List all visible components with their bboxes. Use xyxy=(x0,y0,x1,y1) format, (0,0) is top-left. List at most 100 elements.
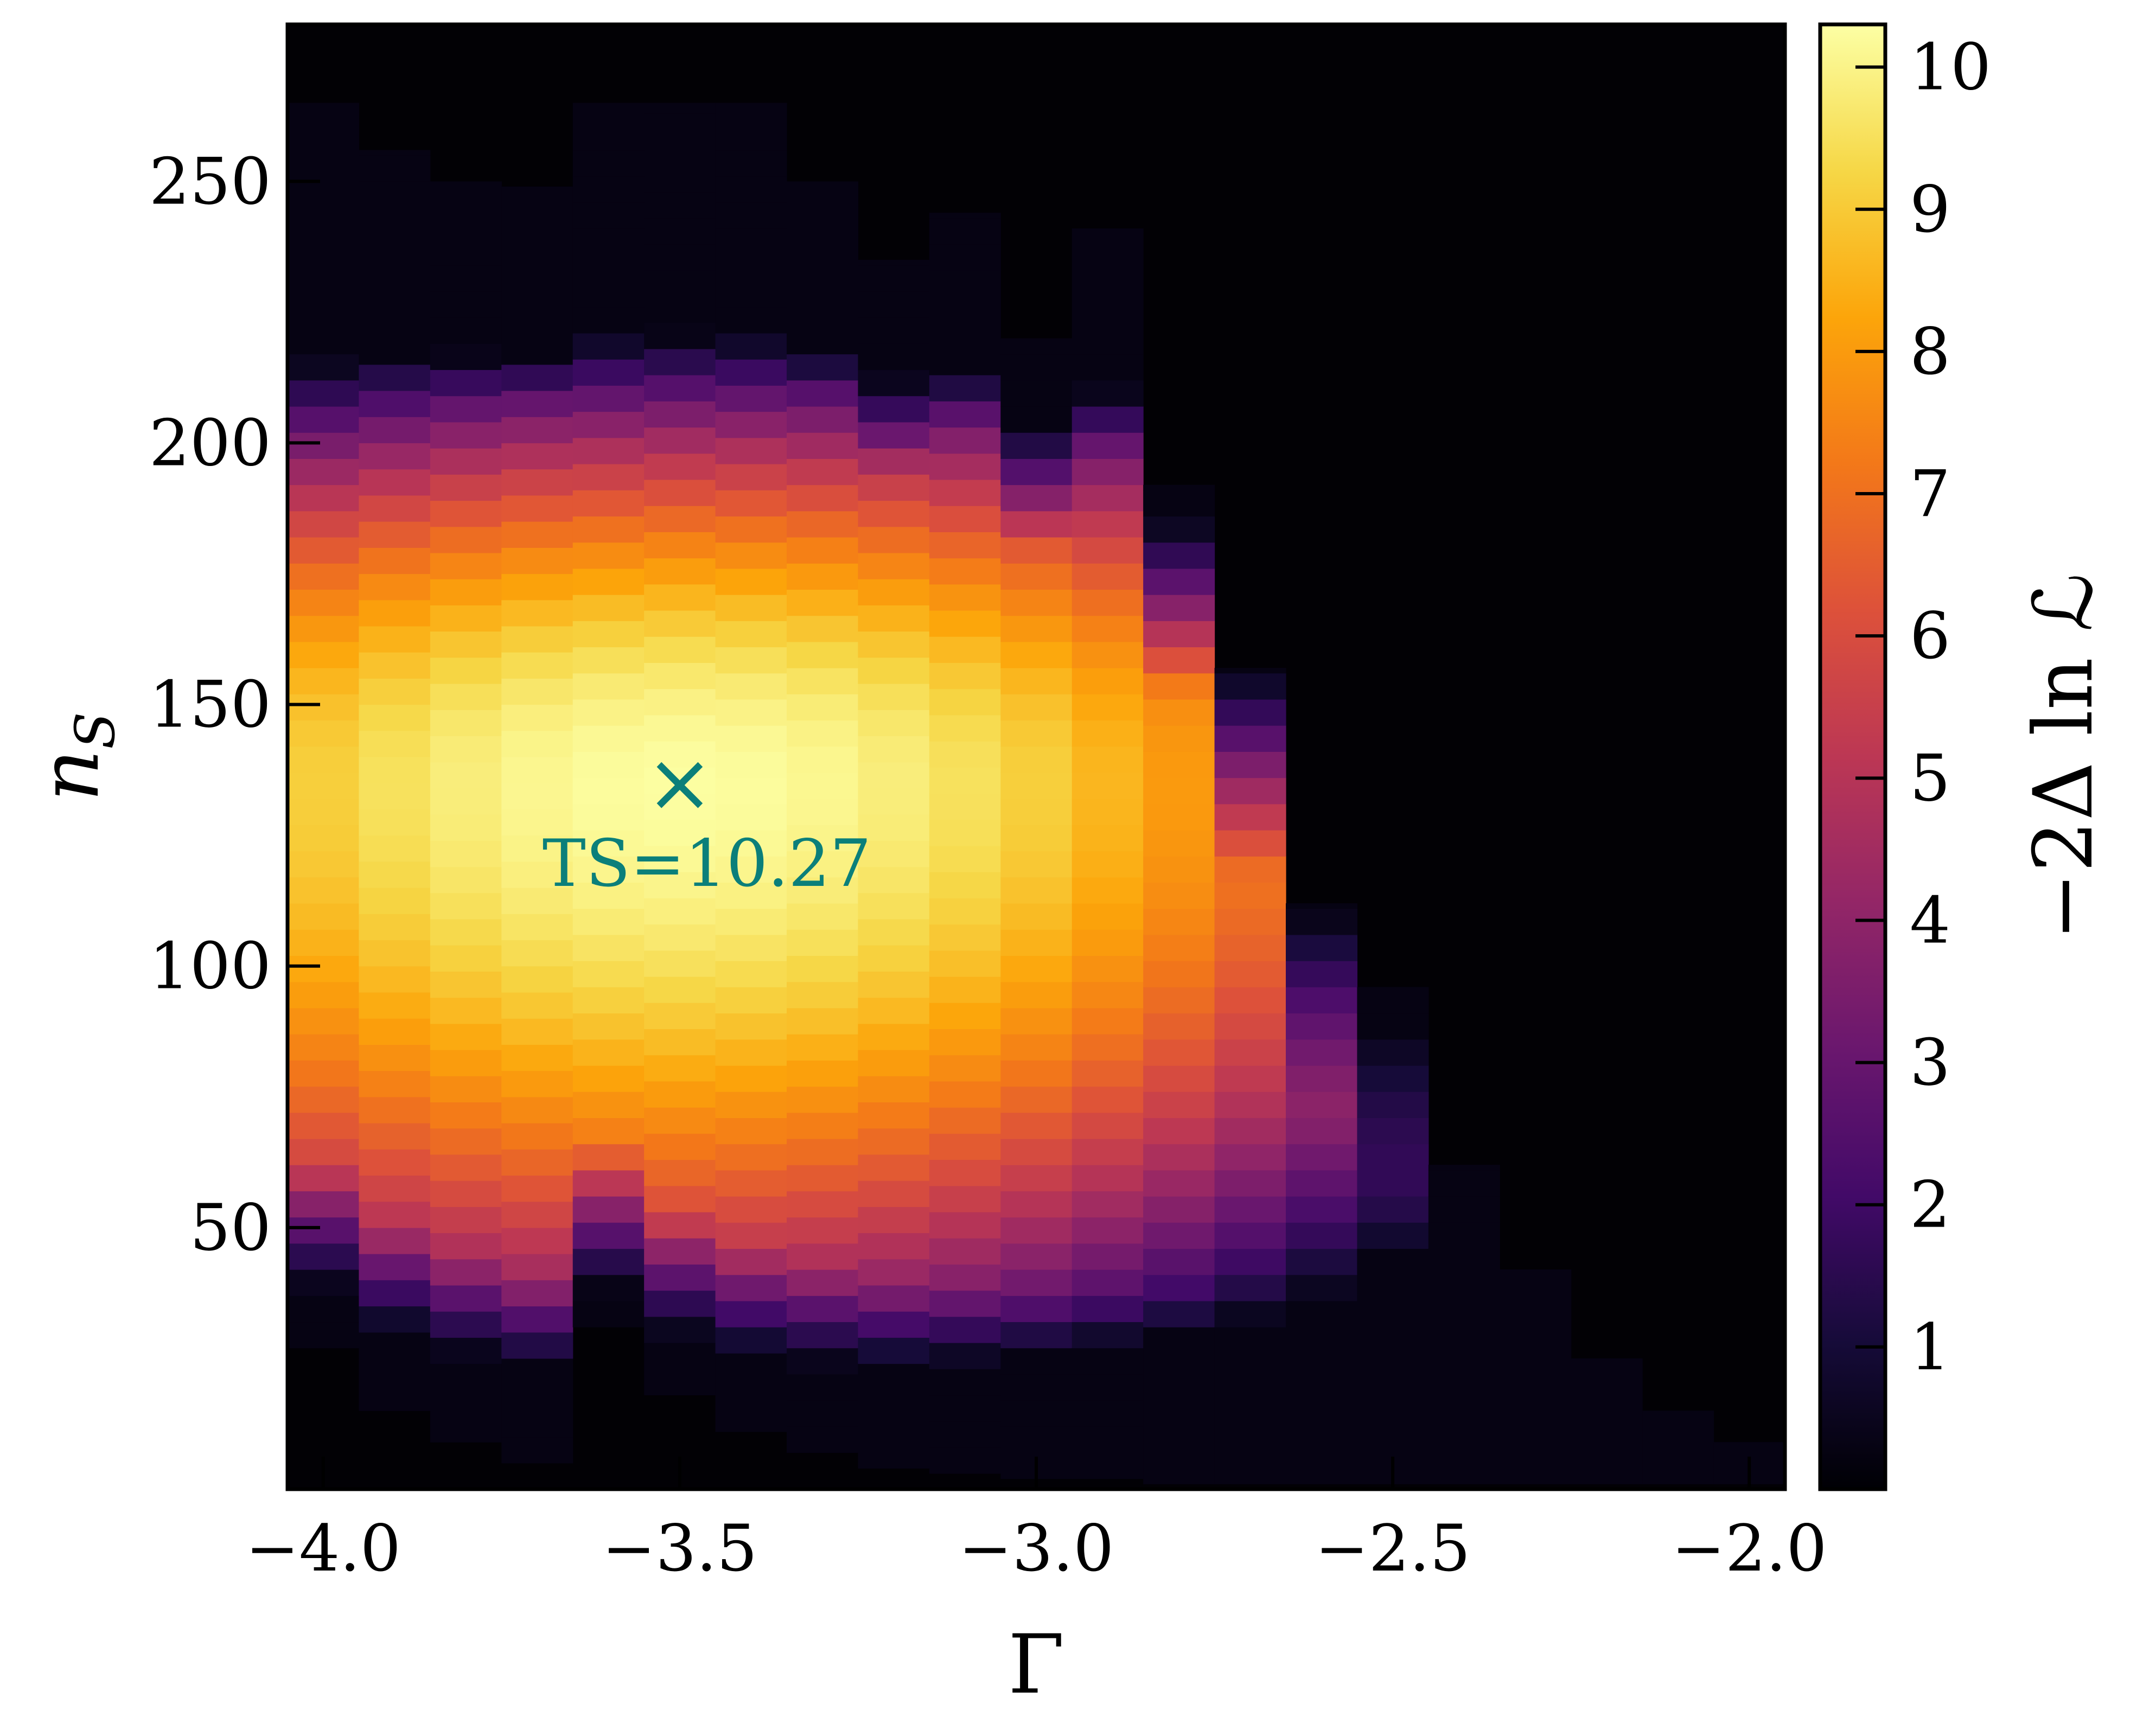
heatmap-cell xyxy=(572,411,645,438)
heatmap-cell xyxy=(359,495,431,522)
heatmap-cell xyxy=(1357,987,1429,1014)
heatmap-cell xyxy=(715,961,787,987)
heatmap-cell xyxy=(1214,803,1286,831)
heatmap-cell xyxy=(715,934,787,961)
heatmap-cell xyxy=(715,542,787,569)
heatmap-cell xyxy=(572,777,645,805)
heatmap-cell xyxy=(715,1144,787,1171)
heatmap-cell xyxy=(787,1007,859,1035)
heatmap-cell xyxy=(929,898,1001,925)
heatmap-cell xyxy=(430,317,502,344)
heatmap-cells xyxy=(288,103,1785,1484)
heatmap-cell xyxy=(359,835,431,862)
heatmap-cell xyxy=(572,516,645,543)
heatmap-cell xyxy=(1214,1196,1286,1223)
heatmap-cell xyxy=(359,1280,431,1307)
heatmap-cell xyxy=(1143,621,1215,648)
heatmap-cell xyxy=(501,259,573,286)
heatmap-cell xyxy=(787,1348,859,1375)
heatmap-cell xyxy=(1143,1458,1215,1484)
heatmap-cell xyxy=(858,369,930,397)
heatmap-cell xyxy=(929,1238,1001,1265)
heatmap-cell xyxy=(929,532,1001,559)
heatmap-cell xyxy=(359,364,431,391)
heatmap-cell xyxy=(359,704,431,731)
heatmap-cell xyxy=(1286,1170,1358,1197)
heatmap-cell xyxy=(572,228,645,255)
heatmap-cell xyxy=(572,385,645,412)
heatmap-cell xyxy=(430,1311,502,1338)
heatmap-cell xyxy=(715,882,787,909)
heatmap-cell xyxy=(1143,1274,1215,1301)
heatmap-cell xyxy=(1428,1327,1500,1354)
heatmap-cell xyxy=(430,186,502,213)
heatmap-cell xyxy=(1072,1269,1144,1296)
heatmap-cell xyxy=(929,296,1001,323)
heatmap-cell xyxy=(787,799,859,825)
heatmap-cell xyxy=(288,1217,360,1244)
heatmap-cell xyxy=(644,1133,716,1160)
heatmap-cell xyxy=(501,1410,573,1438)
heatmap-cell xyxy=(1214,1300,1286,1327)
heatmap-cell xyxy=(715,908,787,935)
heatmap-cell xyxy=(1000,694,1073,721)
heatmap-cell xyxy=(787,223,859,250)
y-tick-label: 100 xyxy=(149,929,271,1004)
heatmap-cell xyxy=(644,767,716,794)
heatmap-cell xyxy=(1000,432,1073,459)
heatmap-cell xyxy=(1214,1353,1286,1380)
heatmap-cell xyxy=(430,1180,502,1207)
heatmap-cell xyxy=(715,280,787,308)
heatmap-cell xyxy=(644,741,716,768)
heatmap-cell xyxy=(288,171,360,197)
heatmap-cell xyxy=(929,1343,1001,1369)
heatmap-cell xyxy=(1072,720,1144,747)
heatmap-cell xyxy=(288,589,360,616)
heatmap-cell xyxy=(430,552,502,579)
heatmap-cell xyxy=(1072,825,1144,852)
heatmap-cell xyxy=(1143,1013,1215,1040)
heatmap-cell xyxy=(715,103,787,124)
heatmap-cell xyxy=(288,458,360,486)
heatmap-cell xyxy=(858,1442,930,1469)
heatmap-cell xyxy=(1000,1322,1073,1349)
heatmap-cell xyxy=(1143,484,1215,490)
heatmap-cell xyxy=(858,579,930,605)
heatmap-cell xyxy=(787,380,859,407)
heatmap-cell xyxy=(1214,1327,1286,1354)
heatmap-cell xyxy=(359,1123,431,1150)
heatmap-cell xyxy=(1357,1300,1429,1327)
heatmap-cell xyxy=(430,1128,502,1155)
heatmap-cell xyxy=(644,1029,716,1056)
heatmap-cell xyxy=(1286,961,1358,987)
heatmap-cell xyxy=(501,495,573,522)
heatmap-cell xyxy=(644,348,716,375)
heatmap-cell xyxy=(430,1076,502,1103)
heatmap-cell xyxy=(929,506,1001,532)
heatmap-cell xyxy=(715,1274,787,1301)
heatmap-cell xyxy=(501,521,573,548)
heatmap-cell xyxy=(501,1070,573,1097)
heatmap-cell xyxy=(288,1138,360,1165)
heatmap-cell xyxy=(715,803,787,831)
heatmap-cell xyxy=(288,380,360,407)
heatmap-cell xyxy=(572,254,645,282)
heatmap-cell xyxy=(1000,903,1073,930)
heatmap-cell xyxy=(1072,1217,1144,1244)
heatmap-cell xyxy=(1214,777,1286,805)
heatmap-cell xyxy=(1072,1374,1144,1401)
heatmap-cell xyxy=(1286,987,1358,1014)
heatmap-cell xyxy=(715,307,787,334)
heatmap-cell xyxy=(715,1065,787,1092)
heatmap-cell xyxy=(1286,1065,1358,1092)
heatmap-cell xyxy=(1000,1086,1073,1113)
heatmap-cell xyxy=(644,113,716,140)
heatmap-cell xyxy=(430,291,502,318)
heatmap-cell xyxy=(1500,1327,1572,1354)
heatmap-cell xyxy=(644,714,716,742)
heatmap-cell xyxy=(929,1185,1001,1212)
heatmap-cell xyxy=(1286,1300,1358,1327)
heatmap-cell xyxy=(1072,458,1144,486)
heatmap-cell xyxy=(1000,799,1073,825)
heatmap-cell xyxy=(858,997,930,1024)
